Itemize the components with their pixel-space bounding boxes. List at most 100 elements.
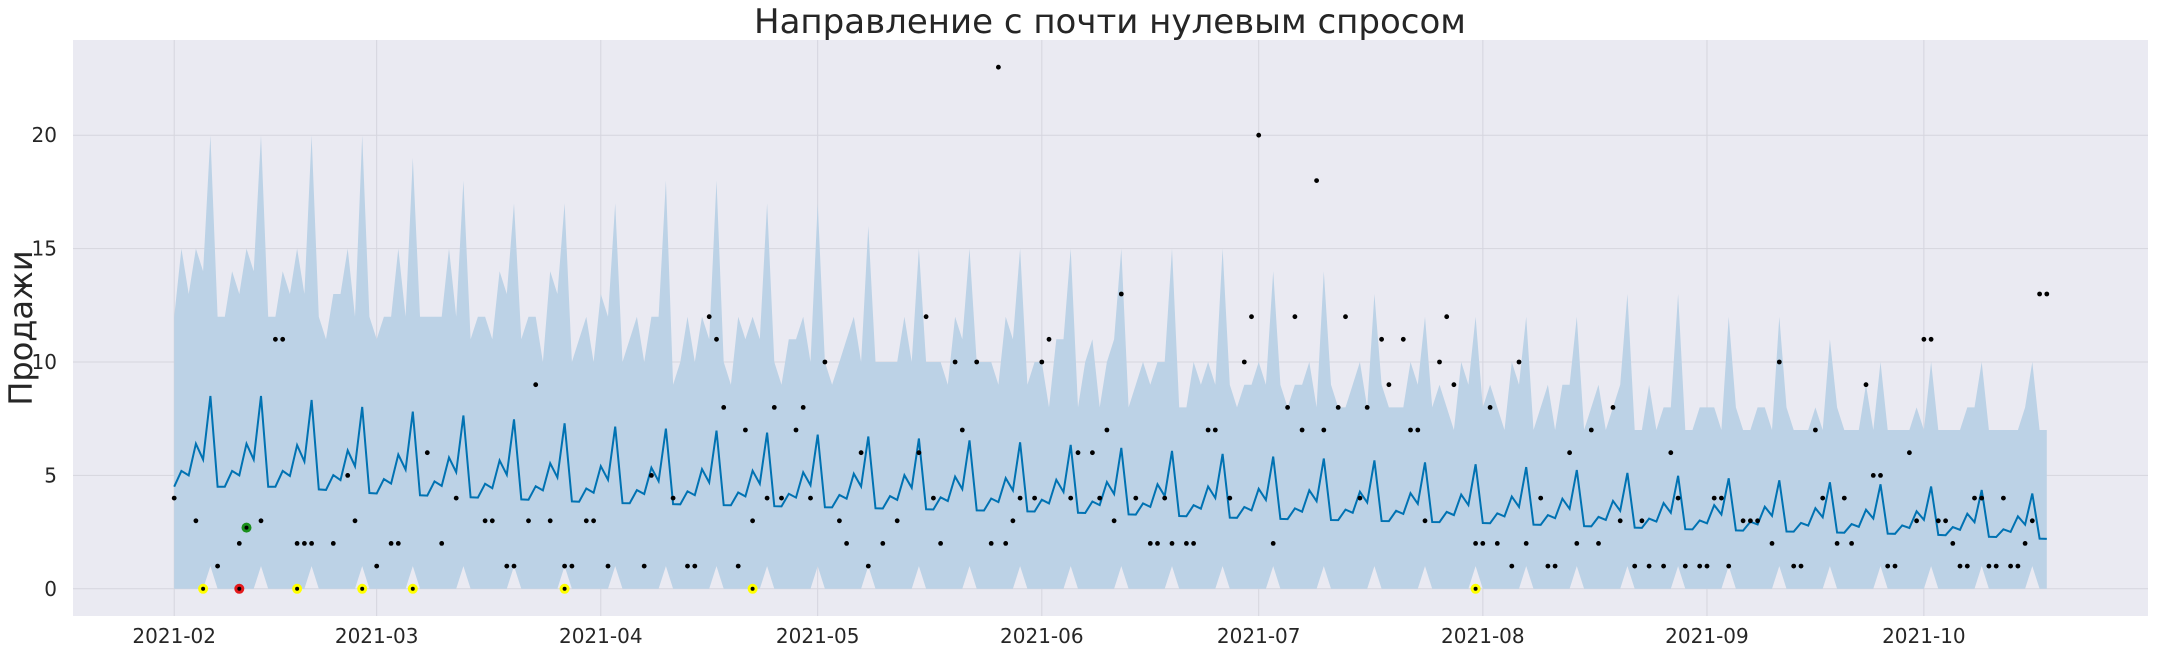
observation-point	[1639, 518, 1645, 524]
observation-point	[1863, 382, 1869, 388]
observation-point	[1726, 563, 1732, 569]
observation-point	[533, 382, 539, 388]
observation-point	[916, 450, 922, 456]
observation-point	[1596, 541, 1601, 546]
observation-point	[685, 563, 690, 569]
observation-point	[1538, 495, 1544, 501]
observation-point	[959, 427, 965, 433]
observation-point	[1892, 563, 1898, 569]
observation-point	[1010, 518, 1016, 524]
observation-point	[1776, 359, 1782, 365]
highlighted-point-center	[244, 525, 249, 530]
observation-point	[591, 518, 596, 524]
x-tick-label: 2021-04	[559, 624, 643, 648]
observation-point	[309, 541, 314, 546]
observation-point	[280, 336, 286, 342]
x-tick-label: 2021-02	[132, 624, 216, 648]
observation-point	[1646, 563, 1652, 569]
observation-point	[952, 359, 958, 365]
observation-point	[1834, 541, 1840, 546]
observation-point	[714, 336, 719, 342]
observation-point	[974, 359, 980, 365]
observation-point	[1068, 495, 1074, 501]
observation-point	[504, 563, 510, 569]
observation-point	[764, 495, 770, 501]
observation-point	[1661, 563, 1666, 569]
highlighted-point-center	[1473, 586, 1478, 591]
observation-point	[171, 495, 177, 501]
observation-point	[2037, 291, 2042, 297]
observation-point	[1169, 541, 1175, 546]
observation-point	[236, 541, 242, 546]
y-tick-label: 5	[44, 463, 57, 487]
observation-point	[1574, 541, 1580, 546]
observation-point	[1212, 427, 1218, 433]
observation-point	[1552, 563, 1558, 569]
observation-point	[1791, 563, 1797, 569]
observation-point	[1437, 359, 1442, 365]
observation-point	[1415, 427, 1421, 433]
observation-point	[1205, 427, 1211, 433]
observation-point	[1357, 495, 1363, 501]
observation-point	[1545, 563, 1551, 569]
observation-point	[1480, 541, 1486, 546]
observation-point	[706, 314, 712, 320]
observation-point	[1914, 518, 1919, 524]
observation-point	[1668, 450, 1674, 456]
observation-point	[1017, 495, 1023, 501]
observation-point	[352, 518, 358, 524]
highlighted-point-center	[410, 586, 415, 591]
observation-point	[1711, 495, 1717, 501]
observation-point	[453, 495, 459, 501]
observation-point	[1408, 427, 1413, 433]
x-tick-label: 2021-09	[1665, 624, 1749, 648]
observation-point	[1740, 518, 1746, 524]
observation-point	[1993, 563, 1999, 569]
observation-point	[1849, 541, 1854, 546]
observation-point	[996, 64, 1001, 70]
observation-point	[1256, 132, 1262, 138]
x-tick-label: 2021-08	[1441, 624, 1525, 648]
highlighted-point-center	[750, 586, 755, 591]
highlighted-point-center	[562, 586, 567, 591]
observation-point	[1039, 359, 1045, 365]
forecast-line	[173, 395, 2047, 540]
observation-point	[374, 563, 380, 569]
observation-point	[1943, 518, 1948, 524]
observation-point	[1935, 518, 1941, 524]
observation-point	[2008, 563, 2013, 569]
observation-point	[1950, 541, 1956, 546]
observation-point	[1755, 518, 1760, 524]
x-tick-label: 2021-03	[335, 624, 419, 648]
observation-point	[511, 563, 517, 569]
observation-point	[1270, 541, 1276, 546]
observation-point	[2044, 291, 2050, 297]
observation-point	[2001, 495, 2006, 501]
observation-point	[880, 541, 886, 546]
observation-point	[1386, 382, 1392, 388]
observation-point	[1769, 541, 1775, 546]
observation-point	[1046, 336, 1052, 342]
observation-points	[171, 64, 2050, 569]
x-tick-label: 2021-10	[1882, 624, 1966, 648]
observation-point	[1509, 563, 1515, 569]
observation-point	[395, 541, 401, 546]
observation-point	[800, 405, 806, 410]
x-tick-label: 2021-05	[776, 624, 860, 648]
observation-point	[779, 495, 784, 501]
observation-point	[1617, 518, 1623, 524]
observation-point	[1104, 427, 1110, 433]
observation-point	[1118, 291, 1124, 297]
observation-point	[808, 495, 813, 501]
observation-point	[844, 541, 849, 546]
observation-point	[1964, 563, 1970, 569]
observation-point	[1748, 518, 1753, 524]
observation-point	[2022, 541, 2028, 546]
observation-point	[1292, 314, 1298, 320]
observation-point	[1400, 336, 1406, 342]
observation-point	[735, 563, 741, 569]
observation-point	[988, 541, 994, 546]
y-tick-label: 20	[32, 123, 57, 147]
observation-point	[923, 314, 929, 320]
observation-point	[1184, 541, 1189, 546]
